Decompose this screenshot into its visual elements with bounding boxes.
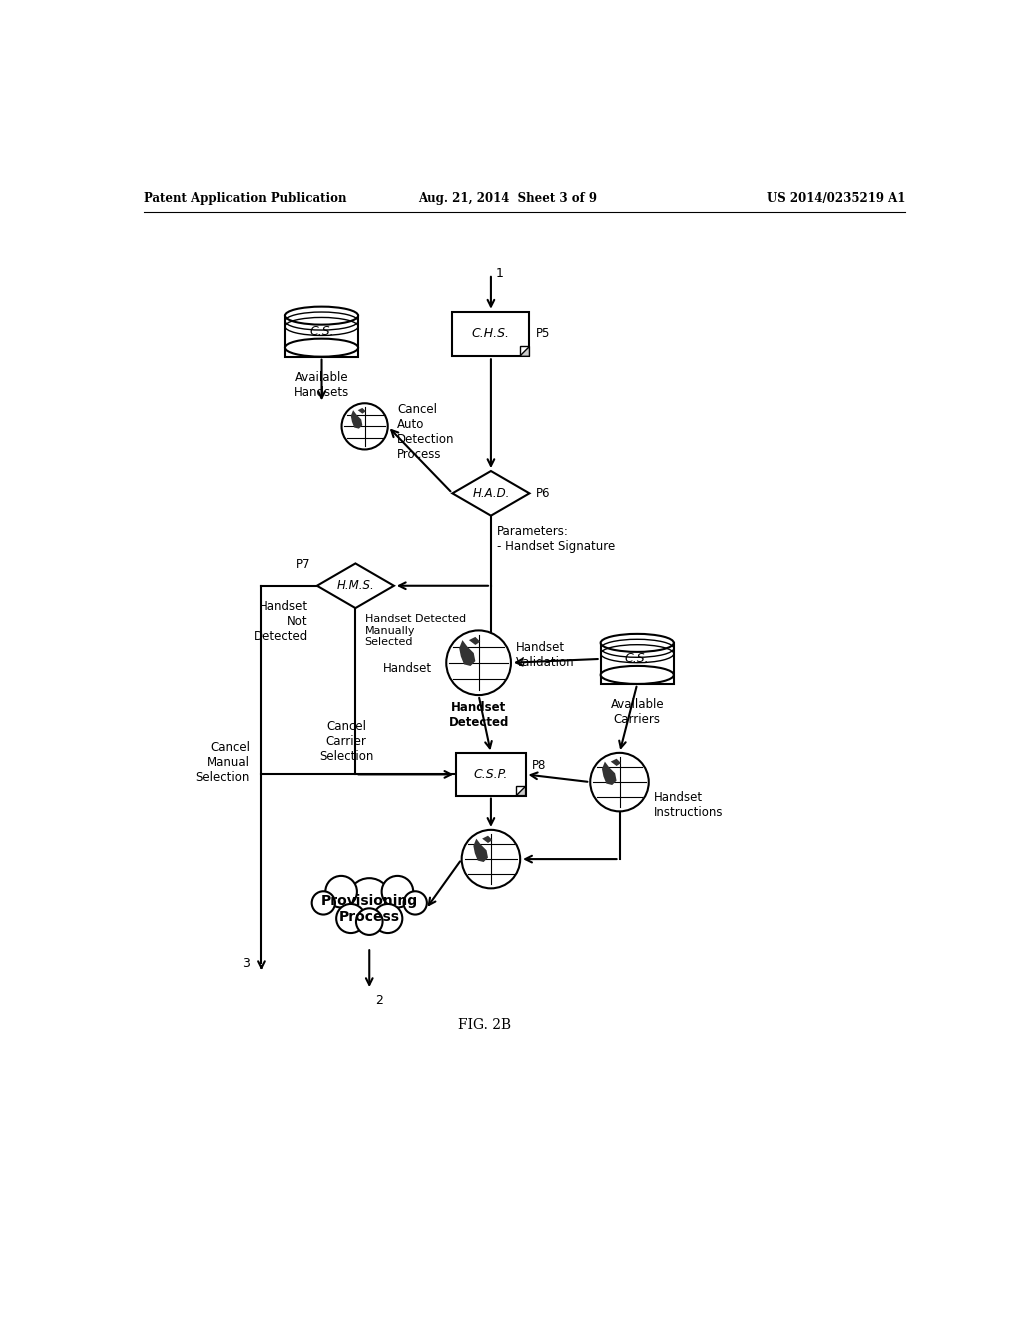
Text: 1: 1 [496,268,504,280]
Text: Handset
Instructions: Handset Instructions [653,792,723,820]
Circle shape [311,891,335,915]
Circle shape [347,878,391,921]
Text: Available
Handsets: Available Handsets [294,371,349,399]
Polygon shape [459,640,475,667]
Circle shape [342,404,388,450]
Bar [601,643,674,684]
Circle shape [373,904,402,933]
Text: Handset
Validation: Handset Validation [515,642,574,669]
Circle shape [326,876,357,907]
Circle shape [336,904,366,933]
Polygon shape [351,411,362,429]
Polygon shape [516,787,525,796]
Text: FIG. 2B: FIG. 2B [458,1018,511,1032]
Text: Handset
Not
Detected: Handset Not Detected [253,599,307,643]
Text: 2: 2 [376,994,383,1007]
Text: Cancel
Carrier
Selection: Cancel Carrier Selection [318,719,374,763]
Circle shape [590,752,649,812]
Text: P8: P8 [531,759,546,772]
Text: P5: P5 [536,327,550,341]
Text: C.S.: C.S. [309,325,334,338]
Text: US 2014/0235219 A1: US 2014/0235219 A1 [767,191,905,205]
Ellipse shape [285,339,358,356]
Circle shape [446,631,511,696]
Text: Cancel
Auto
Detection
Process: Cancel Auto Detection Process [397,404,455,461]
Circle shape [462,830,520,888]
Text: Handset Detected
Manually
Selected: Handset Detected Manually Selected [365,614,466,647]
Circle shape [403,891,427,915]
Text: Handset: Handset [383,663,432,676]
Text: Handset
Detected: Handset Detected [449,701,509,729]
Bar [457,754,525,796]
Polygon shape [482,836,493,843]
Text: P7: P7 [296,557,310,570]
Text: Provisioning
Process: Provisioning Process [321,894,418,924]
Polygon shape [469,636,480,645]
Text: P6: P6 [536,487,550,500]
Polygon shape [357,408,366,413]
Text: Available
Carriers: Available Carriers [610,698,664,726]
Text: Cancel
Manual
Selection: Cancel Manual Selection [196,742,250,784]
Circle shape [356,908,383,935]
Polygon shape [519,346,529,356]
Text: H.A.D.: H.A.D. [472,487,510,500]
Polygon shape [610,759,621,766]
Ellipse shape [601,665,674,684]
Text: C.S.P.: C.S.P. [474,768,508,781]
Circle shape [382,876,414,907]
Polygon shape [602,762,616,785]
Text: C.H.S.: C.H.S. [472,327,510,341]
Bar [453,312,529,356]
Text: 3: 3 [242,957,250,970]
Polygon shape [473,838,488,862]
Bar [285,315,358,356]
Text: Parameters:
- Handset Signature: Parameters: - Handset Signature [497,525,615,553]
Polygon shape [453,471,529,516]
Text: H.M.S.: H.M.S. [337,579,375,593]
Ellipse shape [285,306,358,325]
Text: Patent Application Publication: Patent Application Publication [144,191,347,205]
Polygon shape [316,564,394,609]
Text: Aug. 21, 2014  Sheet 3 of 9: Aug. 21, 2014 Sheet 3 of 9 [419,191,597,205]
Ellipse shape [601,634,674,652]
Text: C.S.: C.S. [625,652,649,665]
